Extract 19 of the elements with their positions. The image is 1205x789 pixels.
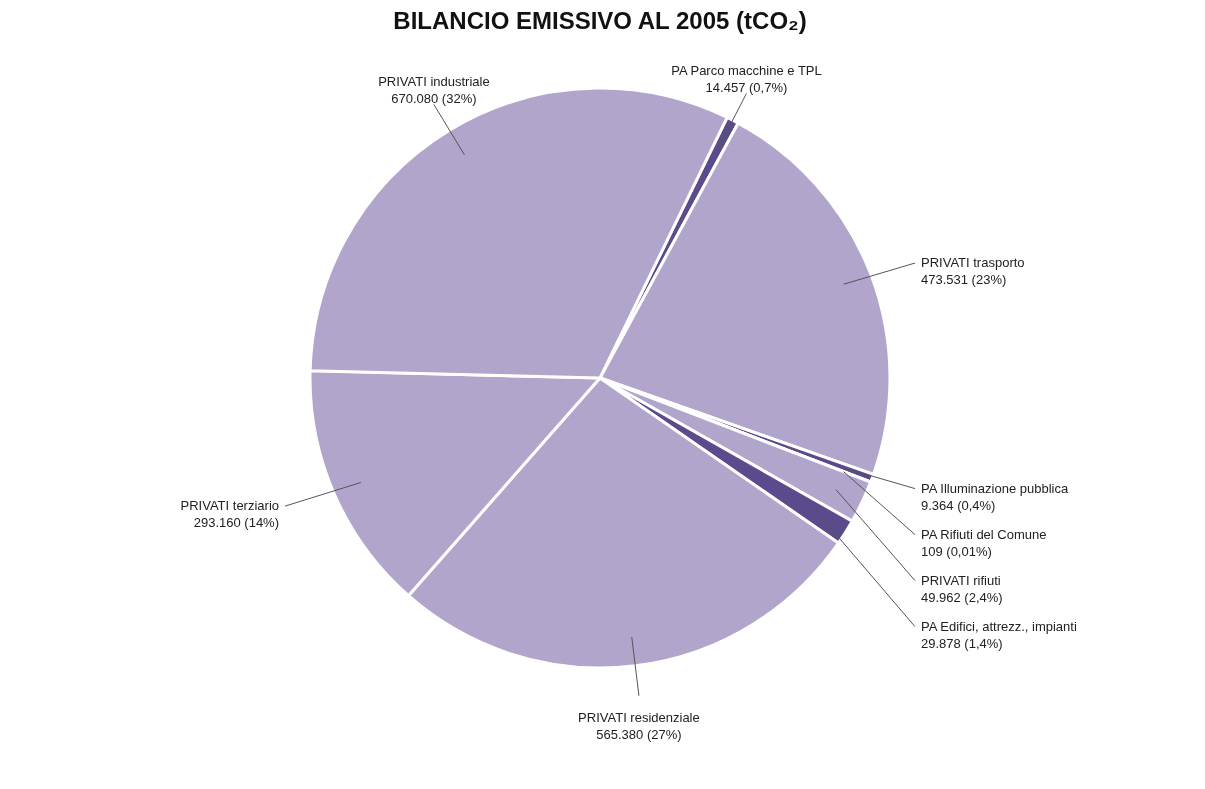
data-label: 109 (0,01%) (921, 543, 992, 559)
data-label: 49.962 (2,4%) (921, 589, 1003, 605)
data-label: 565.380 (27%) (596, 726, 682, 742)
slice-label: PRIVATI industriale (378, 74, 490, 90)
data-label: 9.364 (0,4%) (921, 497, 996, 513)
data-label: 29.878 (1,4%) (921, 635, 1003, 651)
data-label: 14.457 (0,7%) (705, 80, 788, 96)
data-label: 473.531 (23%) (921, 272, 1007, 288)
data-label: 293.160 (14%) (193, 515, 279, 531)
slice-label: PRIVATI trasporto (921, 255, 1025, 271)
slice-label: PRIVATI rifiuti (921, 572, 1001, 588)
slice-label: PA Rifiuti del Comune (921, 526, 1047, 542)
slice-label: PRIVATI residenziale (578, 709, 700, 725)
slice-label: PA Parco macchine e TPL (671, 63, 822, 79)
data-label: 670.080 (32%) (391, 91, 477, 107)
slice-label: PRIVATI terziario (180, 498, 279, 514)
slice-label: PA Edifici, attrezz., impianti (921, 618, 1077, 634)
chart-title: BILANCIO EMISSIVO AL 2005 (tCO₂) (393, 7, 807, 34)
slice-label: PA Illuminazione pubblica (921, 480, 1069, 496)
